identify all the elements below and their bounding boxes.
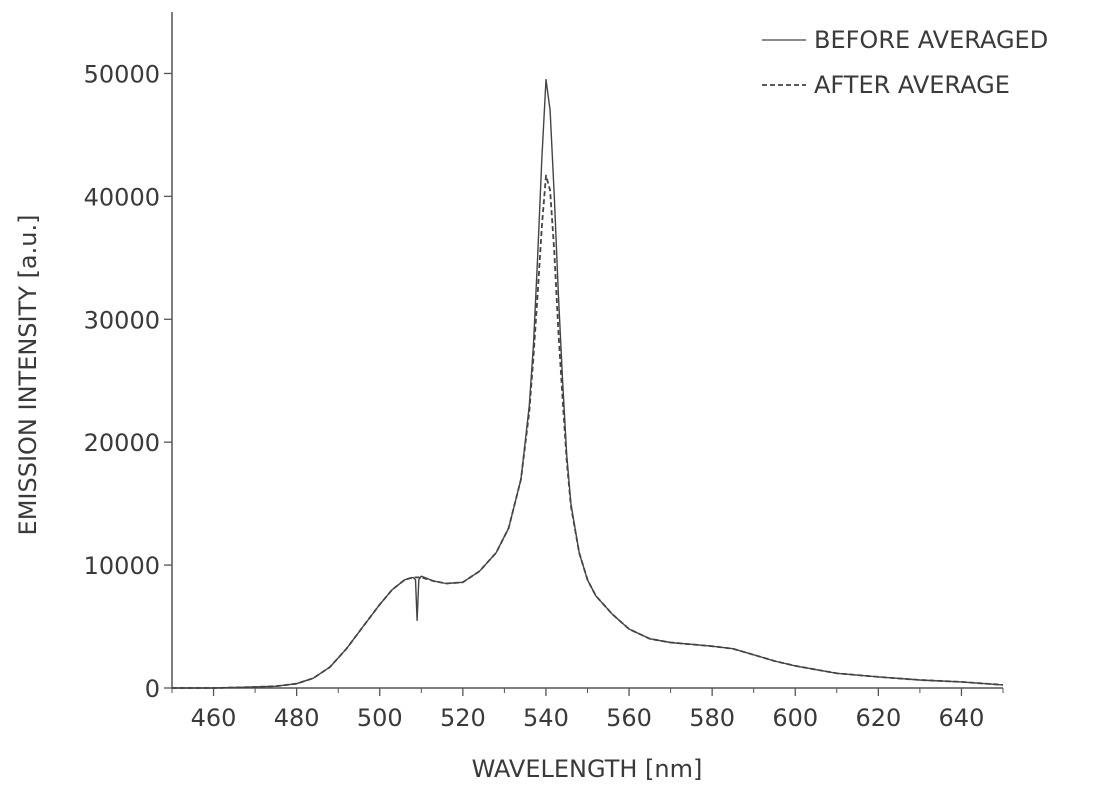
x-tick-label: 620 (855, 704, 901, 732)
x-axis-ticks: 460 480 500 520 540 560 580 600 620 640 (171, 688, 1004, 732)
x-tick-label: 480 (274, 704, 320, 732)
x-tick-label: 640 (939, 704, 985, 732)
x-tick-label: 540 (523, 704, 569, 732)
x-tick-label: 600 (772, 704, 818, 732)
x-tick-label: 520 (440, 704, 486, 732)
series-line-after-average (172, 174, 1004, 689)
x-tick-label: 460 (191, 704, 237, 732)
legend: BEFORE AVERAGED AFTER AVERAGE (762, 26, 1048, 99)
x-axis-label: WAVELENGTH [nm] (472, 755, 703, 783)
y-tick-label: 20000 (84, 429, 160, 457)
legend-label: BEFORE AVERAGED (814, 26, 1048, 54)
legend-label: AFTER AVERAGE (814, 71, 1010, 99)
y-tick-label: 30000 (84, 306, 160, 334)
y-tick-label: 10000 (84, 552, 160, 580)
y-tick-label: 40000 (84, 183, 160, 211)
axes (171, 12, 1003, 689)
x-tick-label: 580 (689, 704, 735, 732)
x-tick-label: 560 (606, 704, 652, 732)
y-axis-label: EMISSION INTENSITY [a.u.] (14, 215, 42, 536)
x-tick-label: 500 (357, 704, 403, 732)
y-tick-label: 0 (145, 675, 160, 703)
series-lines (172, 78, 1004, 689)
y-tick-label: 50000 (84, 60, 160, 88)
series-line-before-averaged (172, 78, 1004, 689)
y-axis-ticks: 0 10000 20000 30000 40000 50000 (84, 60, 172, 703)
